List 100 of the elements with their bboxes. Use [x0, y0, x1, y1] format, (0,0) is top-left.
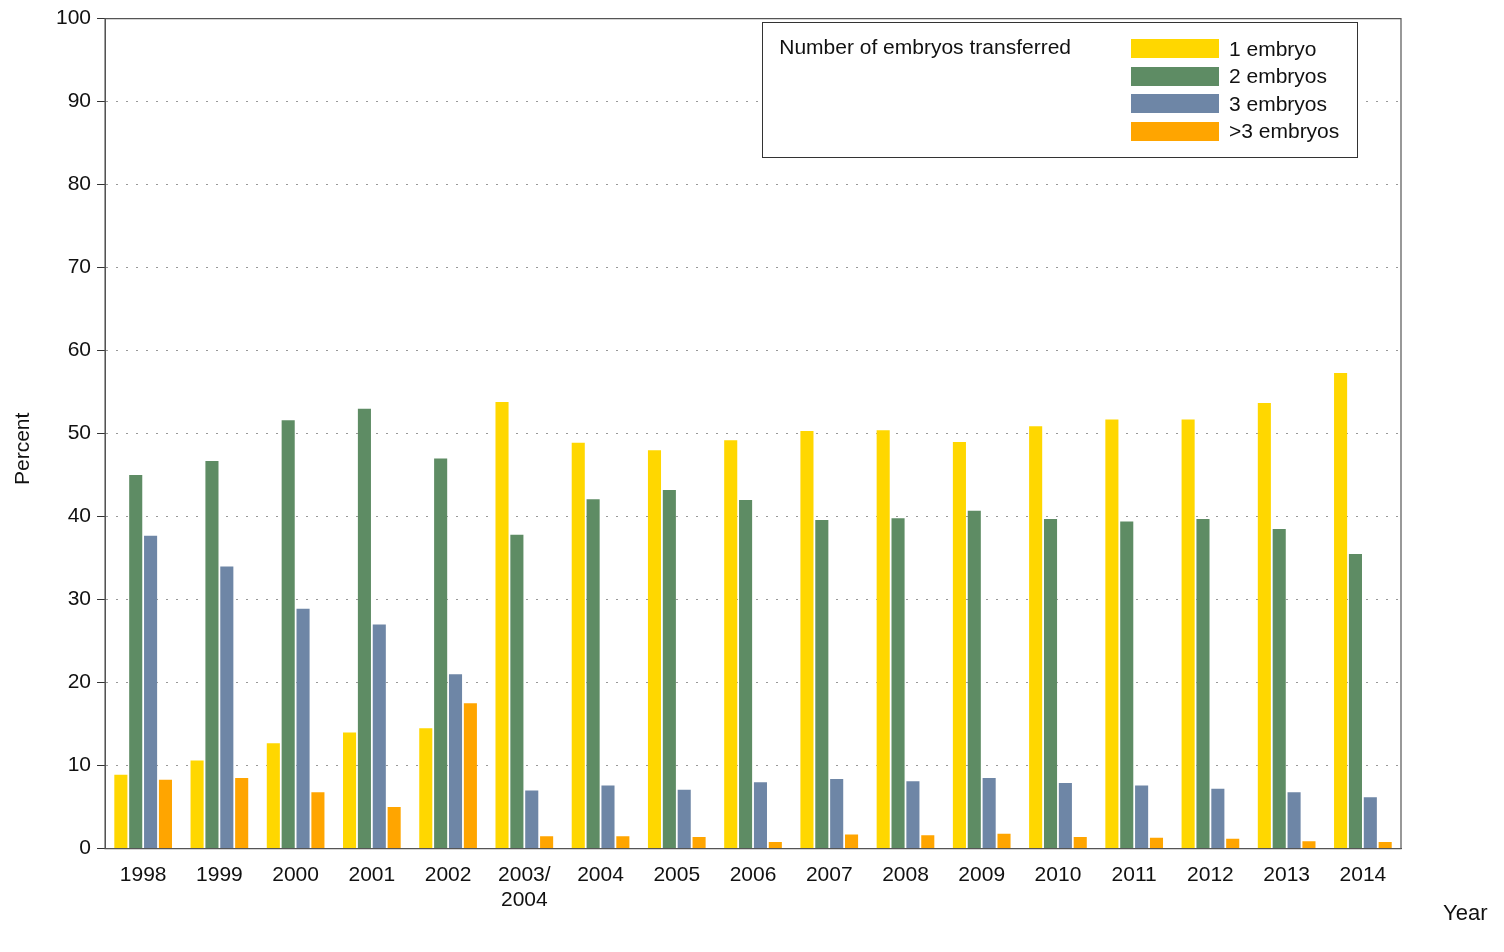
bar	[1378, 841, 1392, 849]
y-tick-label: 90	[67, 88, 92, 112]
bar	[876, 430, 890, 849]
x-tick-label: 2001	[348, 862, 396, 885]
bar	[1135, 785, 1149, 849]
bar	[114, 774, 128, 849]
bar	[266, 743, 280, 849]
x-tick-label: 2013	[1263, 862, 1311, 885]
bar	[158, 779, 172, 849]
bar	[1149, 837, 1164, 849]
x-tick-label: 2002	[424, 862, 472, 885]
bar	[1181, 419, 1195, 849]
bar	[1226, 838, 1240, 849]
bar	[144, 535, 158, 849]
bar	[387, 807, 401, 849]
x-tick-label: 2006	[729, 862, 777, 885]
bar	[800, 431, 814, 849]
x-tick-label: 1998	[119, 862, 167, 885]
bar	[1105, 419, 1119, 849]
y-tick-label: 40	[67, 503, 92, 527]
bar	[997, 833, 1011, 849]
y-tick-label: 20	[67, 669, 92, 693]
bar	[1363, 797, 1377, 849]
y-tick-label: 80	[67, 171, 92, 195]
y-tick-label: 70	[67, 254, 92, 278]
bar	[495, 402, 509, 849]
x-tick-label: 2012	[1187, 862, 1234, 885]
bar	[343, 732, 357, 849]
bar	[1348, 553, 1362, 849]
y-tick-label: 60	[67, 337, 92, 361]
bar	[372, 624, 386, 849]
y-tick-label: 30	[67, 586, 92, 610]
y-tick-label: 10	[67, 752, 92, 776]
bar	[601, 785, 615, 849]
legend-title: Number of embryos transferred	[779, 35, 1071, 60]
bar	[1211, 788, 1225, 849]
legend-label: >3 embryos	[1229, 119, 1341, 144]
y-axis-title: Percent	[10, 412, 34, 485]
bar	[906, 781, 920, 849]
x-tick-label: 2000	[272, 862, 319, 885]
bar	[419, 728, 433, 849]
x-tick-label: 2009	[958, 862, 1006, 885]
bar	[677, 789, 691, 849]
bar	[296, 608, 310, 849]
bar	[830, 778, 844, 849]
bar	[1257, 402, 1271, 849]
bar	[571, 442, 585, 849]
bar	[1272, 529, 1286, 849]
x-tick-label: 2014	[1339, 862, 1387, 885]
bar	[281, 420, 295, 849]
bar	[891, 518, 905, 849]
bar	[586, 499, 600, 849]
bar	[647, 450, 662, 849]
bar	[129, 475, 143, 849]
bar	[1287, 792, 1301, 849]
x-tick-label: 2003/ 2004	[498, 862, 551, 911]
x-tick-label: 2007	[805, 862, 853, 885]
bar	[739, 500, 753, 849]
bar	[205, 460, 219, 849]
bar	[724, 440, 738, 849]
bar	[357, 408, 371, 849]
bar	[967, 510, 981, 849]
bar	[1196, 519, 1210, 849]
bar	[434, 458, 448, 849]
y-tick-label: 0	[79, 835, 92, 859]
bar	[1029, 426, 1043, 849]
legend-label: 3 embryos	[1229, 91, 1329, 116]
bar	[190, 760, 204, 849]
bar	[220, 566, 234, 849]
y-tick-label: 50	[67, 420, 92, 444]
bar	[952, 441, 966, 849]
y-tick-label: 100	[55, 5, 92, 29]
bar	[540, 836, 554, 849]
bar	[311, 792, 325, 849]
x-tick-label: 2005	[653, 862, 701, 885]
bar	[1058, 783, 1072, 849]
bar	[845, 834, 859, 849]
bar	[768, 841, 782, 849]
legend-label: 1 embryo	[1229, 36, 1318, 61]
bar	[753, 782, 767, 849]
bar	[616, 836, 630, 849]
bar	[815, 519, 829, 849]
bar	[692, 836, 706, 849]
x-tick-label: 2004	[577, 862, 625, 885]
bar	[1120, 521, 1134, 849]
x-tick-label: 1999	[196, 862, 243, 885]
bar	[510, 534, 524, 849]
x-tick-label: 2008	[882, 862, 929, 885]
bar	[921, 835, 935, 849]
bar	[525, 790, 539, 849]
bar	[1334, 373, 1348, 849]
bar	[448, 674, 463, 849]
x-tick-label: 2010	[1034, 862, 1082, 885]
bar	[235, 778, 249, 849]
bar	[1043, 519, 1058, 849]
x-tick-label: 2011	[1111, 862, 1157, 885]
legend-label: 2 embryos	[1229, 64, 1329, 89]
bar	[463, 703, 477, 849]
bar	[1073, 836, 1087, 849]
x-axis-title: Year	[1443, 900, 1488, 926]
